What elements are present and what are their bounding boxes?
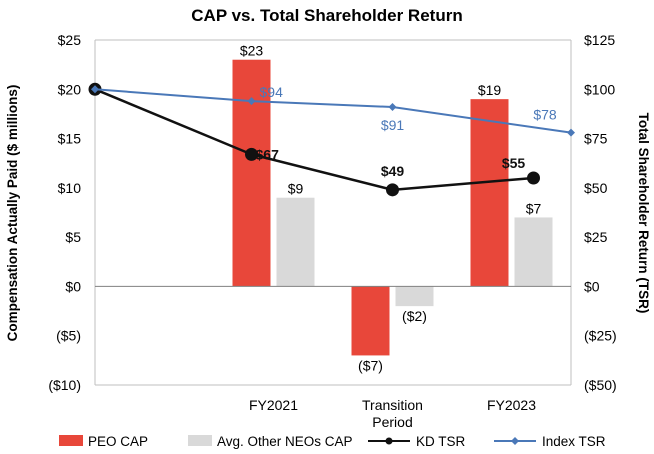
legend-label: Index TSR [542, 434, 606, 449]
index-tsr-label: $94 [260, 84, 284, 100]
legend-swatch-neo [188, 435, 212, 446]
right-tick-label: ($50) [584, 377, 617, 393]
category-label: Transition [362, 397, 423, 413]
left-tick-label: $15 [58, 131, 82, 147]
tsr-line [94, 88, 572, 134]
bar-value-label: $7 [526, 200, 542, 216]
legend-label: PEO CAP [88, 434, 148, 449]
right-tick-label: ($25) [584, 328, 617, 344]
bar-value-label: ($7) [358, 357, 383, 373]
tsr-point [247, 97, 256, 106]
left-tick-label: $20 [58, 81, 82, 97]
chart-title: CAP vs. Total Shareholder Return [191, 6, 462, 25]
right-tick-label: $75 [584, 131, 608, 147]
right-tick-label: $0 [584, 278, 600, 294]
tsr-point [245, 147, 258, 161]
bar-value-label: ($2) [402, 308, 427, 324]
right-tick-label: $125 [584, 32, 615, 48]
legend-marker-index [511, 437, 519, 445]
legend: PEO CAP Avg. Other NEOs CAP KD TSR Index TS… [59, 434, 606, 449]
legend-label: KD TSR [416, 434, 466, 449]
category-label: Period [372, 414, 412, 430]
bar [395, 286, 434, 307]
left-tick-label: $5 [65, 229, 81, 245]
left-axis-ticks: $25 $20 $15 $10 $5 $0 ($5) ($10) [48, 32, 81, 393]
right-tick-label: $100 [584, 81, 615, 97]
left-tick-label: $0 [65, 278, 81, 294]
tsr-point [567, 128, 575, 137]
bar [470, 99, 509, 287]
bar-value-label: $23 [240, 43, 264, 59]
kd-tsr-label: $55 [502, 155, 526, 171]
line-marks [88, 82, 575, 197]
right-tick-label: $50 [584, 180, 608, 196]
left-axis-title: Compensation Actually Paid ($ millions) [5, 85, 20, 342]
tsr-point [91, 85, 99, 94]
right-tick-label: $25 [584, 229, 608, 245]
tsr-line [94, 88, 534, 192]
data-labels: $23 ($7) $19 $9 ($2) $7 $67 $49 $55 $94 $91 $78 [240, 43, 557, 374]
index-tsr-label: $78 [533, 107, 557, 123]
category-label: FY2023 [487, 397, 536, 413]
tsr-point [388, 103, 397, 112]
left-tick-label: ($10) [48, 377, 81, 393]
tsr-point [527, 171, 540, 185]
right-axis-ticks: $125 $100 $75 $50 $25 $0 ($25) ($50) [584, 32, 617, 393]
left-tick-label: $10 [58, 180, 82, 196]
index-tsr-label: $91 [381, 117, 405, 133]
legend-swatch-peo [59, 435, 83, 446]
bar-value-label: $9 [288, 181, 304, 197]
bar [351, 286, 390, 356]
kd-tsr-label: $67 [256, 146, 280, 162]
category-label: FY2021 [249, 397, 298, 413]
bar [514, 217, 553, 287]
tsr-point [386, 183, 399, 197]
bar-value-label: $19 [478, 82, 502, 98]
legend-marker-kd [385, 437, 393, 445]
right-axis-title: Total Shareholder Return (TSR) [636, 113, 651, 314]
left-tick-label: $25 [58, 32, 82, 48]
legend-label: Avg. Other NEOs CAP [217, 434, 353, 449]
bar [276, 197, 315, 287]
left-tick-label: ($5) [56, 328, 81, 344]
kd-tsr-label: $49 [381, 163, 405, 179]
